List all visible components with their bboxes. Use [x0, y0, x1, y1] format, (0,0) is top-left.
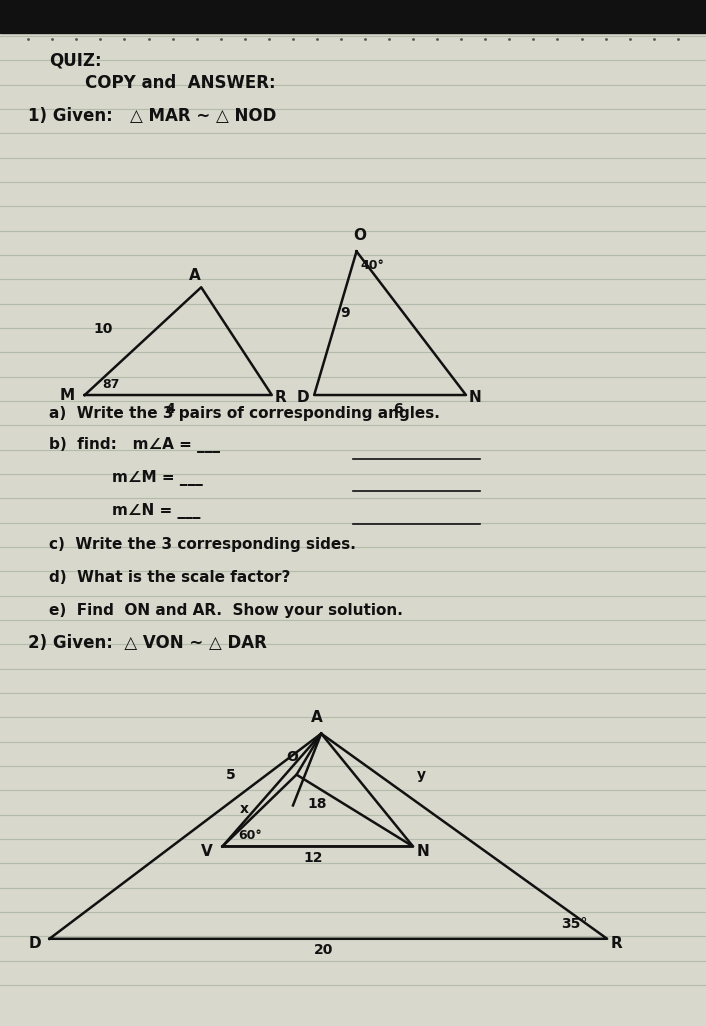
- Text: R: R: [275, 390, 287, 405]
- Text: 20: 20: [314, 943, 333, 957]
- Text: b)  find:   m∠A = ___: b) find: m∠A = ___: [49, 437, 220, 453]
- Text: D: D: [28, 936, 41, 951]
- Text: 18: 18: [307, 796, 327, 811]
- Text: 6: 6: [394, 401, 403, 416]
- Bar: [0, 0, 706, 33]
- Text: O: O: [286, 750, 298, 764]
- Text: m∠M = ___: m∠M = ___: [49, 470, 203, 486]
- Text: V: V: [201, 843, 213, 859]
- Text: a)  Write the 3 pairs of corresponding angles.: a) Write the 3 pairs of corresponding an…: [49, 405, 441, 421]
- Text: 4: 4: [166, 401, 175, 416]
- Text: N: N: [417, 843, 429, 859]
- Text: y: y: [417, 767, 426, 782]
- Text: 1) Given:   △ MAR ∼ △ NOD: 1) Given: △ MAR ∼ △ NOD: [28, 107, 277, 125]
- Text: D: D: [297, 390, 309, 405]
- Text: 40°: 40°: [360, 259, 384, 272]
- Text: M: M: [60, 388, 75, 403]
- Text: 9: 9: [340, 306, 350, 320]
- Text: 60°: 60°: [238, 829, 262, 842]
- Text: O: O: [353, 228, 366, 243]
- Text: QUIZ:: QUIZ:: [49, 51, 102, 70]
- Text: N: N: [469, 390, 481, 405]
- Text: d)  What is the scale factor?: d) What is the scale factor?: [49, 569, 291, 585]
- Text: 5: 5: [226, 767, 236, 782]
- Text: 87: 87: [102, 378, 120, 391]
- Text: COPY and  ANSWER:: COPY and ANSWER:: [85, 74, 275, 92]
- Text: c)  Write the 3 corresponding sides.: c) Write the 3 corresponding sides.: [49, 537, 357, 552]
- Text: A: A: [311, 710, 323, 725]
- Text: R: R: [611, 936, 623, 951]
- Text: m∠N = ___: m∠N = ___: [49, 503, 201, 519]
- Text: 2) Given:  △ VON ∼ △ DAR: 2) Given: △ VON ∼ △ DAR: [28, 633, 267, 652]
- Text: A: A: [189, 268, 201, 283]
- Text: 10: 10: [93, 322, 112, 337]
- Text: e)  Find  ON and AR.  Show your solution.: e) Find ON and AR. Show your solution.: [49, 602, 403, 618]
- Text: 12: 12: [304, 851, 323, 865]
- Text: x: x: [240, 801, 249, 816]
- Text: 35°: 35°: [561, 916, 587, 931]
